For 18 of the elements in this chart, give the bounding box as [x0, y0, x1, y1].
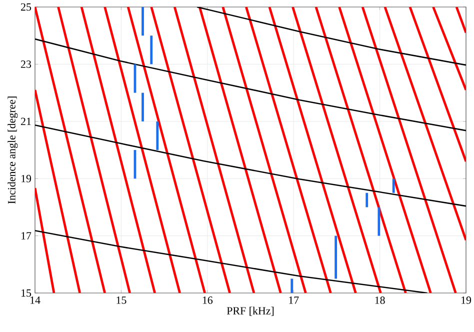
- y-tick-label: 21: [21, 118, 31, 126]
- line-series: [35, 230, 428, 293]
- line-series: [196, 6, 466, 66]
- y-tick-label: 19: [21, 174, 32, 182]
- y-tick-label: 17: [21, 232, 32, 240]
- line-series: [35, 38, 466, 132]
- x-tick-label: 15: [116, 296, 126, 304]
- y-tick-label: 23: [21, 60, 32, 68]
- x-axis-title: PRF [kHz]: [226, 306, 274, 316]
- y-tick-label: 15: [21, 289, 32, 297]
- y-axis-title: Incidence angle [degree]: [8, 96, 18, 204]
- x-tick-label: 19: [461, 296, 472, 304]
- x-tick-label: 17: [289, 296, 299, 304]
- line-series: [35, 124, 466, 207]
- x-tick-label: 16: [202, 296, 213, 304]
- x-tick-label: 18: [375, 296, 385, 304]
- y-tick-label: 25: [21, 3, 32, 11]
- x-tick-label: 14: [30, 296, 40, 304]
